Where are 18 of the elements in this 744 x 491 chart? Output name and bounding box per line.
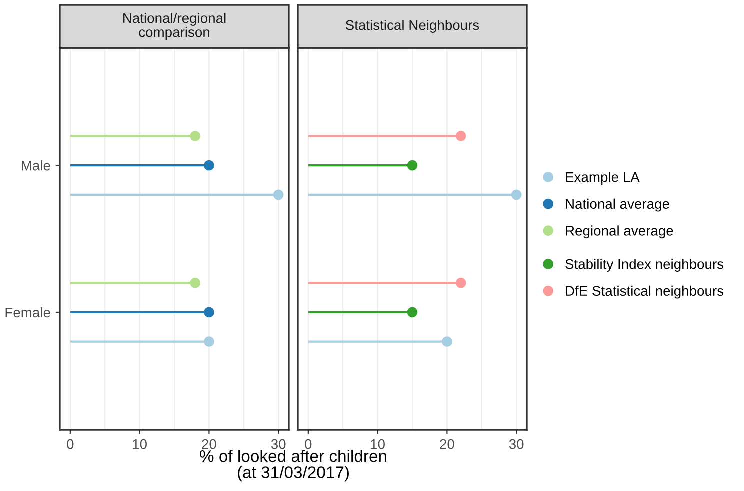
- x-tick-label: 10: [371, 439, 385, 450]
- x-tick-label: 20: [202, 439, 216, 450]
- x-tick-label: 0: [305, 439, 312, 450]
- legend-label: Stability Index neighbours: [566, 259, 724, 272]
- legend-label: Example LA: [566, 172, 640, 185]
- x-axis-title: % of looked after children (at 31/03/2017): [200, 450, 386, 482]
- x-tick-label: 30: [271, 439, 286, 450]
- y-tick-label: Male: [22, 160, 50, 171]
- legend-label: DfE Statistical neighbours: [566, 286, 724, 299]
- x-tick-label: 20: [440, 439, 454, 450]
- legend-label: Regional average: [566, 226, 674, 239]
- y-tick-label: Female: [6, 307, 50, 318]
- legend-label: National average: [566, 198, 670, 212]
- chart-title: National/regional comparison: [124, 13, 226, 40]
- x-tick-label: 10: [133, 439, 147, 450]
- x-tick-label: 0: [67, 439, 74, 450]
- x-tick-label: 30: [509, 439, 524, 450]
- chart-title: Statistical Neighbours: [346, 20, 480, 33]
